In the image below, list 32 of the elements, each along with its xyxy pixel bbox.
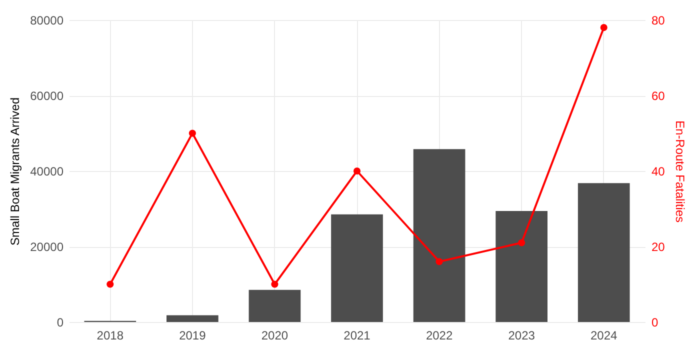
x-tick-label: 2024 <box>590 328 618 342</box>
x-tick-label: 2020 <box>261 328 288 342</box>
y-axis-title: Small Boat Migrants Arrived <box>8 97 22 246</box>
point <box>600 24 608 32</box>
y-tick-label: 60000 <box>30 89 64 103</box>
y-tick-label: 20000 <box>30 240 64 254</box>
bar <box>331 214 383 322</box>
point <box>353 167 361 175</box>
y2-tick-label: 20 <box>652 240 666 254</box>
y2-tick-label: 40 <box>652 164 666 178</box>
bar <box>413 149 466 322</box>
y2-axis-title: En-Route Fatalities <box>672 120 687 223</box>
point <box>518 239 526 246</box>
bar <box>248 290 301 322</box>
bar <box>166 315 218 322</box>
x-tick-label: 2021 <box>344 328 371 342</box>
x-tick-label: 2023 <box>508 328 536 342</box>
y-tick-label: 0 <box>56 316 64 330</box>
y-tick-label: 40000 <box>30 164 64 178</box>
point <box>436 258 443 266</box>
y2-tick-label: 0 <box>652 316 658 330</box>
point <box>188 130 196 137</box>
y-tick-label: 80000 <box>30 14 64 28</box>
point <box>271 280 278 288</box>
bar <box>496 211 548 322</box>
y2-tick-label: 80 <box>652 14 666 28</box>
point <box>106 280 114 288</box>
bar <box>578 183 630 322</box>
x-tick-label: 2022 <box>426 328 453 342</box>
x-tick-label: 2018 <box>96 328 124 342</box>
x-tick-label: 2019 <box>179 328 206 342</box>
y2-tick-label: 60 <box>652 89 666 103</box>
